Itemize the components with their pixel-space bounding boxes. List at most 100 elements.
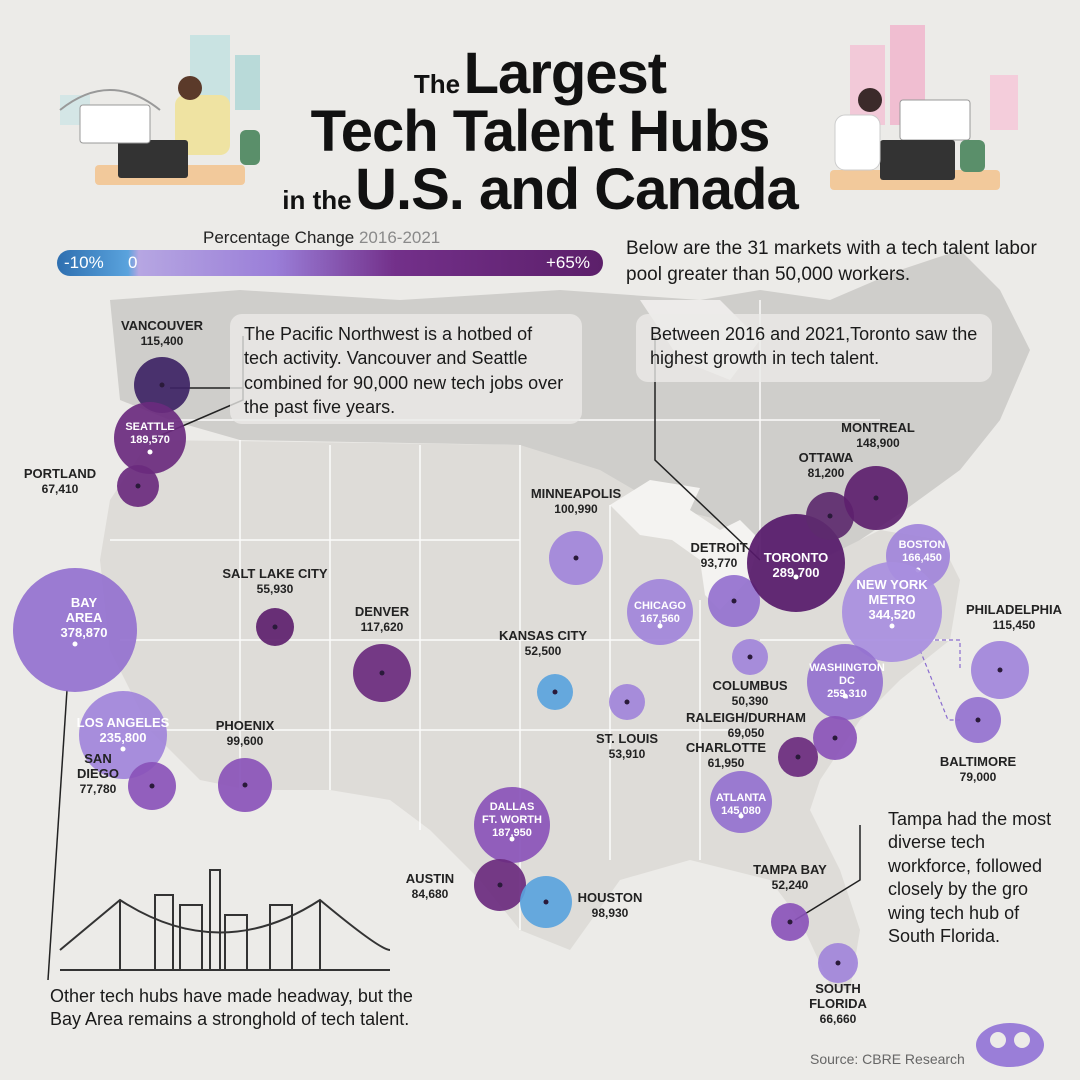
bubble-seattle xyxy=(114,402,186,474)
bubble-washington-dc xyxy=(807,644,883,720)
label-value-south-florida: 66,660 xyxy=(820,1012,857,1026)
label-value-austin: 84,680 xyxy=(412,887,449,901)
label-name-washington-dc-0: WASHINGTON xyxy=(809,662,885,674)
label-name-bay-area-0: BAY xyxy=(71,595,98,610)
label-name-minneapolis: MINNEAPOLIS xyxy=(531,486,622,501)
bubble-dot-tampa-bay xyxy=(787,919,793,925)
bubble-dot-atlanta xyxy=(738,813,744,819)
bubble-dot-south-florida xyxy=(835,960,841,966)
label-name-austin: AUSTIN xyxy=(406,871,454,886)
label-value-atlanta: 145,080 xyxy=(721,805,761,817)
bubble-bay-area xyxy=(13,568,137,692)
legend-zero: 0 xyxy=(128,253,138,272)
label-value-montreal: 148,900 xyxy=(856,436,900,450)
bubble-dot-st-louis xyxy=(624,699,630,705)
title-in-the: in the xyxy=(282,185,352,215)
label-name-salt-lake-city: SALT LAKE CITY xyxy=(222,566,328,581)
label-name-detroit: DETROIT xyxy=(690,540,747,555)
label-value-minneapolis: 100,990 xyxy=(554,502,598,516)
label-name-bay-area-1: AREA xyxy=(66,610,103,625)
bubble-dot-kansas-city xyxy=(552,689,558,695)
callout-toronto: Between 2016 and 2021,Toronto saw the hi… xyxy=(636,314,992,382)
label-value-los-angeles: 235,800 xyxy=(100,730,147,745)
bubble-dot-denver xyxy=(379,670,385,676)
label-name-south-florida-0: SOUTH xyxy=(815,981,861,996)
visual-capitalist-logo xyxy=(976,1023,1044,1067)
label-value-tampa-bay: 52,240 xyxy=(772,878,809,892)
label-name-montreal: MONTREAL xyxy=(841,420,915,435)
bubble-dot-portland xyxy=(135,483,141,489)
label-value-baltimore: 79,000 xyxy=(960,770,997,784)
bubble-dot-philadelphia xyxy=(997,667,1003,673)
label-value-columbus: 50,390 xyxy=(732,694,769,708)
market-bubbles xyxy=(13,357,1029,983)
bubble-dot-dallas-ft-worth xyxy=(509,836,515,842)
label-name-south-florida-1: FLORIDA xyxy=(809,996,867,1011)
bubble-dot-charlotte xyxy=(795,754,801,760)
label-name-washington-dc-1: DC xyxy=(839,675,855,687)
label-value-toronto: 289,700 xyxy=(773,565,820,580)
label-name-baltimore: BALTIMORE xyxy=(940,754,1017,769)
label-name-dallas-ft-worth-1: FT. WORTH xyxy=(482,814,542,826)
legend-max: +65% xyxy=(546,253,590,272)
label-name-ottawa: OTTAWA xyxy=(799,450,854,465)
label-value-houston: 98,930 xyxy=(592,906,629,920)
label-value-phoenix: 99,600 xyxy=(227,734,264,748)
bubble-dot-san-diego xyxy=(149,783,155,789)
label-name-chicago: CHICAGO xyxy=(634,600,686,612)
bubble-dot-ottawa xyxy=(827,513,833,519)
label-name-san-diego-0: SAN xyxy=(84,751,111,766)
legend-color-bar xyxy=(57,250,603,276)
bubble-dot-minneapolis xyxy=(573,555,579,561)
label-value-washington-dc: 259,310 xyxy=(827,688,867,700)
label-value-seattle: 189,570 xyxy=(130,434,170,446)
label-name-st-louis: ST. LOUIS xyxy=(596,731,658,746)
label-name-new-york-metro-0: NEW YORK xyxy=(856,577,928,592)
label-name-philadelphia: PHILADELPHIA xyxy=(966,602,1063,617)
legend-years: 2016-2021 xyxy=(358,228,441,247)
label-value-boston: 166,450 xyxy=(902,552,942,564)
great-lakes xyxy=(610,480,760,610)
legend-label: Percentage Change 2016-2021 xyxy=(203,228,440,248)
label-value-philadelphia: 115,450 xyxy=(993,618,1036,632)
label-name-portland: PORTLAND xyxy=(24,466,96,481)
label-name-phoenix: PHOENIX xyxy=(216,718,275,733)
label-name-los-angeles: LOS ANGELES xyxy=(77,715,170,730)
label-value-portland: 67,410 xyxy=(42,482,79,496)
label-name-new-york-metro-1: METRO xyxy=(869,592,916,607)
label-name-seattle: SEATTLE xyxy=(125,421,174,433)
bubble-new-york-metro xyxy=(842,562,942,662)
callout-tampa: Tampa had the most diverse tech workforc… xyxy=(888,809,1052,946)
label-name-dallas-ft-worth-0: DALLAS xyxy=(490,801,535,813)
legend-min: -10% xyxy=(64,253,104,272)
label-name-columbus: COLUMBUS xyxy=(712,678,787,693)
title-largest: Largest xyxy=(463,41,668,106)
label-value-bay-area: 378,870 xyxy=(61,625,108,640)
label-name-vancouver: VANCOUVER xyxy=(121,318,204,333)
bubble-dot-washington-dc xyxy=(842,693,848,699)
label-value-raleigh-durham: 69,050 xyxy=(728,726,765,740)
bubble-dot-detroit xyxy=(731,598,737,604)
label-value-vancouver: 115,400 xyxy=(141,334,184,348)
title-us-and-canada: U.S. and Canada xyxy=(355,157,799,222)
label-value-chicago: 167,560 xyxy=(640,613,680,625)
bubble-dot-columbus xyxy=(747,654,753,660)
title-line-1: The Largest xyxy=(0,40,1080,107)
golden-gate-illustration xyxy=(59,869,391,971)
label-value-salt-lake-city: 55,930 xyxy=(257,582,294,596)
bubble-dot-bay-area xyxy=(72,641,78,647)
label-value-dallas-ft-worth: 187,950 xyxy=(492,827,532,839)
intro-text: Below are the 31 markets with a tech tal… xyxy=(626,238,1037,285)
title-line-2: Tech Talent Hubs xyxy=(0,98,1080,165)
city-illustration-right xyxy=(830,25,1018,190)
title-the: The xyxy=(413,69,461,99)
label-value-new-york-metro: 344,520 xyxy=(869,607,916,622)
label-value-charlotte: 61,950 xyxy=(708,756,745,770)
bubble-atlanta xyxy=(710,771,772,833)
bubble-dot-raleigh-durham xyxy=(832,735,838,741)
label-value-detroit: 93,770 xyxy=(701,556,738,570)
title-line-3: in the U.S. and Canada xyxy=(0,156,1080,223)
bubble-dot-chicago xyxy=(657,623,663,629)
